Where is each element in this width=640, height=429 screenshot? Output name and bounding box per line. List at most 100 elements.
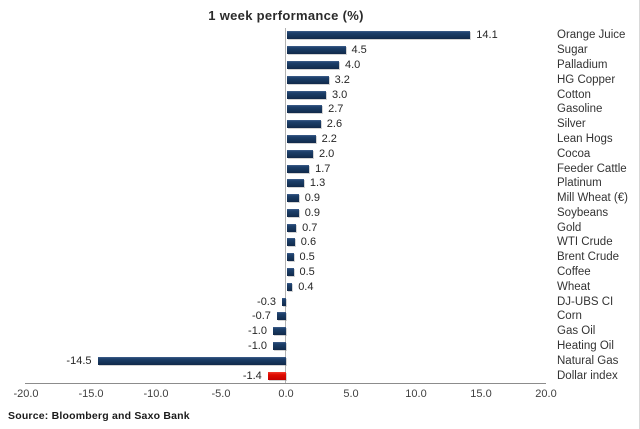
bar-row: 0.6 WTI Crude — [0, 235, 639, 250]
bar — [287, 282, 293, 291]
bar-value-label: 3.2 — [334, 73, 350, 86]
bar-value-label: 0.5 — [299, 251, 315, 264]
category-label: Sugar — [557, 44, 588, 57]
bar — [267, 371, 286, 380]
category-label: Soybeans — [557, 206, 609, 219]
category-label: Dollar index — [557, 369, 618, 382]
bar-row: 2.2 Lean Hogs — [0, 132, 639, 147]
category-label: Gas Oil — [557, 325, 596, 338]
bar-row: 0.4 Wheat — [0, 279, 639, 294]
bar — [287, 253, 294, 262]
category-label: Palladium — [557, 58, 608, 71]
category-label: WTI Crude — [557, 236, 613, 249]
bar-row: -0.7 Corn — [0, 309, 639, 324]
category-label: Corn — [557, 310, 582, 323]
bar — [287, 134, 316, 143]
bar — [287, 238, 295, 247]
bar-row: -1.0 Heating Oil — [0, 339, 639, 354]
bar-row: 0.5 Coffee — [0, 265, 639, 280]
bar-row: -0.3 DJ-UBS CI — [0, 294, 639, 309]
bar — [287, 60, 339, 69]
bar-row: 0.7 Gold — [0, 220, 639, 235]
x-axis-line — [25, 383, 546, 384]
category-label: DJ-UBS CI — [557, 295, 614, 308]
category-label: Mill Wheat (€) — [557, 192, 628, 205]
category-label: Coffee — [557, 266, 591, 279]
bar — [273, 327, 286, 336]
bar-row: -14.5 Natural Gas — [0, 353, 639, 368]
bar-value-label: 0.6 — [300, 236, 317, 249]
x-tick-label: -15.0 — [78, 388, 104, 400]
bar-value-label: 1.3 — [309, 177, 326, 190]
bar-value-label: 0.7 — [302, 221, 318, 234]
category-label: Wheat — [557, 280, 591, 293]
bar-row: 4.5 Sugar — [0, 43, 639, 58]
category-label: Heating Oil — [557, 340, 614, 353]
bar-row: 0.9 Soybeans — [0, 206, 639, 221]
bar-value-label: 1.7 — [315, 162, 331, 175]
bar-value-label: 0.9 — [304, 206, 320, 219]
bar-row: 2.0 Cocoa — [0, 146, 639, 161]
bar-row: 3.0 Cotton — [0, 87, 639, 102]
bar-value-label: -1.4 — [242, 369, 262, 382]
bar-row: 2.6 Silver — [0, 117, 639, 132]
category-label: Platinum — [557, 177, 602, 190]
bar-value-label: -0.7 — [251, 310, 271, 323]
bar — [287, 31, 471, 40]
category-label: Orange Juice — [557, 29, 626, 42]
x-tick-label: 5.0 — [343, 388, 359, 400]
bar-value-label: 3.0 — [332, 88, 348, 101]
x-tick-label: -5.0 — [211, 388, 231, 400]
bar — [287, 105, 323, 114]
bar — [287, 164, 310, 173]
bar-value-label: 4.0 — [345, 58, 361, 71]
bar — [287, 179, 304, 188]
bar-value-label: 2.0 — [319, 147, 335, 160]
x-tick-label: 0.0 — [278, 388, 294, 400]
category-label: Cotton — [557, 88, 591, 101]
bar — [276, 312, 286, 321]
x-tick-label: -20.0 — [13, 388, 39, 400]
bar — [273, 342, 286, 351]
x-tick-label: -10.0 — [143, 388, 169, 400]
category-label: HG Copper — [557, 73, 616, 86]
x-tick-label: 15.0 — [470, 388, 492, 400]
bar — [287, 120, 321, 129]
bar-value-label: 2.6 — [326, 118, 343, 131]
bar-value-label: 0.4 — [298, 280, 314, 293]
bar-value-label: -1.0 — [248, 325, 267, 338]
category-label: Gold — [557, 221, 582, 234]
bar-row: -1.0 Gas Oil — [0, 324, 639, 339]
bar-row: 2.7 Gasoline — [0, 102, 639, 117]
plot-area: 14.1 Orange Juice 4.5 Sugar 4.0 Palladium 3.2 H… — [0, 28, 639, 384]
x-tick-label: 10.0 — [405, 388, 427, 400]
category-label: Silver — [557, 118, 586, 131]
bar-row: 1.3 Platinum — [0, 176, 639, 191]
bar-value-label: -14.5 — [66, 354, 92, 367]
bar-row: 4.0 Palladium — [0, 58, 639, 73]
bar-value-label: 0.9 — [304, 192, 320, 205]
category-label: Cocoa — [557, 147, 591, 160]
bar — [282, 297, 286, 306]
bar-value-label: -0.3 — [257, 295, 276, 308]
bar — [287, 75, 329, 84]
x-tick-label: 20.0 — [535, 388, 557, 400]
bar-row: 3.2 HG Copper — [0, 72, 639, 87]
category-label: Gasoline — [557, 103, 603, 116]
bar-value-label: 4.5 — [351, 44, 367, 57]
category-label: Feeder Cattle — [557, 162, 627, 175]
bar — [287, 46, 346, 55]
chart-title: 1 week performance (%) — [208, 8, 364, 23]
bar — [287, 268, 294, 277]
category-label: Natural Gas — [557, 354, 619, 367]
bar — [287, 149, 313, 158]
bar-value-label: -1.0 — [248, 340, 267, 353]
category-label: Lean Hogs — [557, 132, 613, 145]
bar-row: 14.1 Orange Juice — [0, 28, 639, 43]
zero-axis-line — [285, 28, 286, 383]
bar-value-label: 0.5 — [299, 266, 315, 279]
bar — [287, 90, 326, 99]
bar-value-label: 2.2 — [321, 132, 337, 145]
bar — [287, 194, 299, 203]
